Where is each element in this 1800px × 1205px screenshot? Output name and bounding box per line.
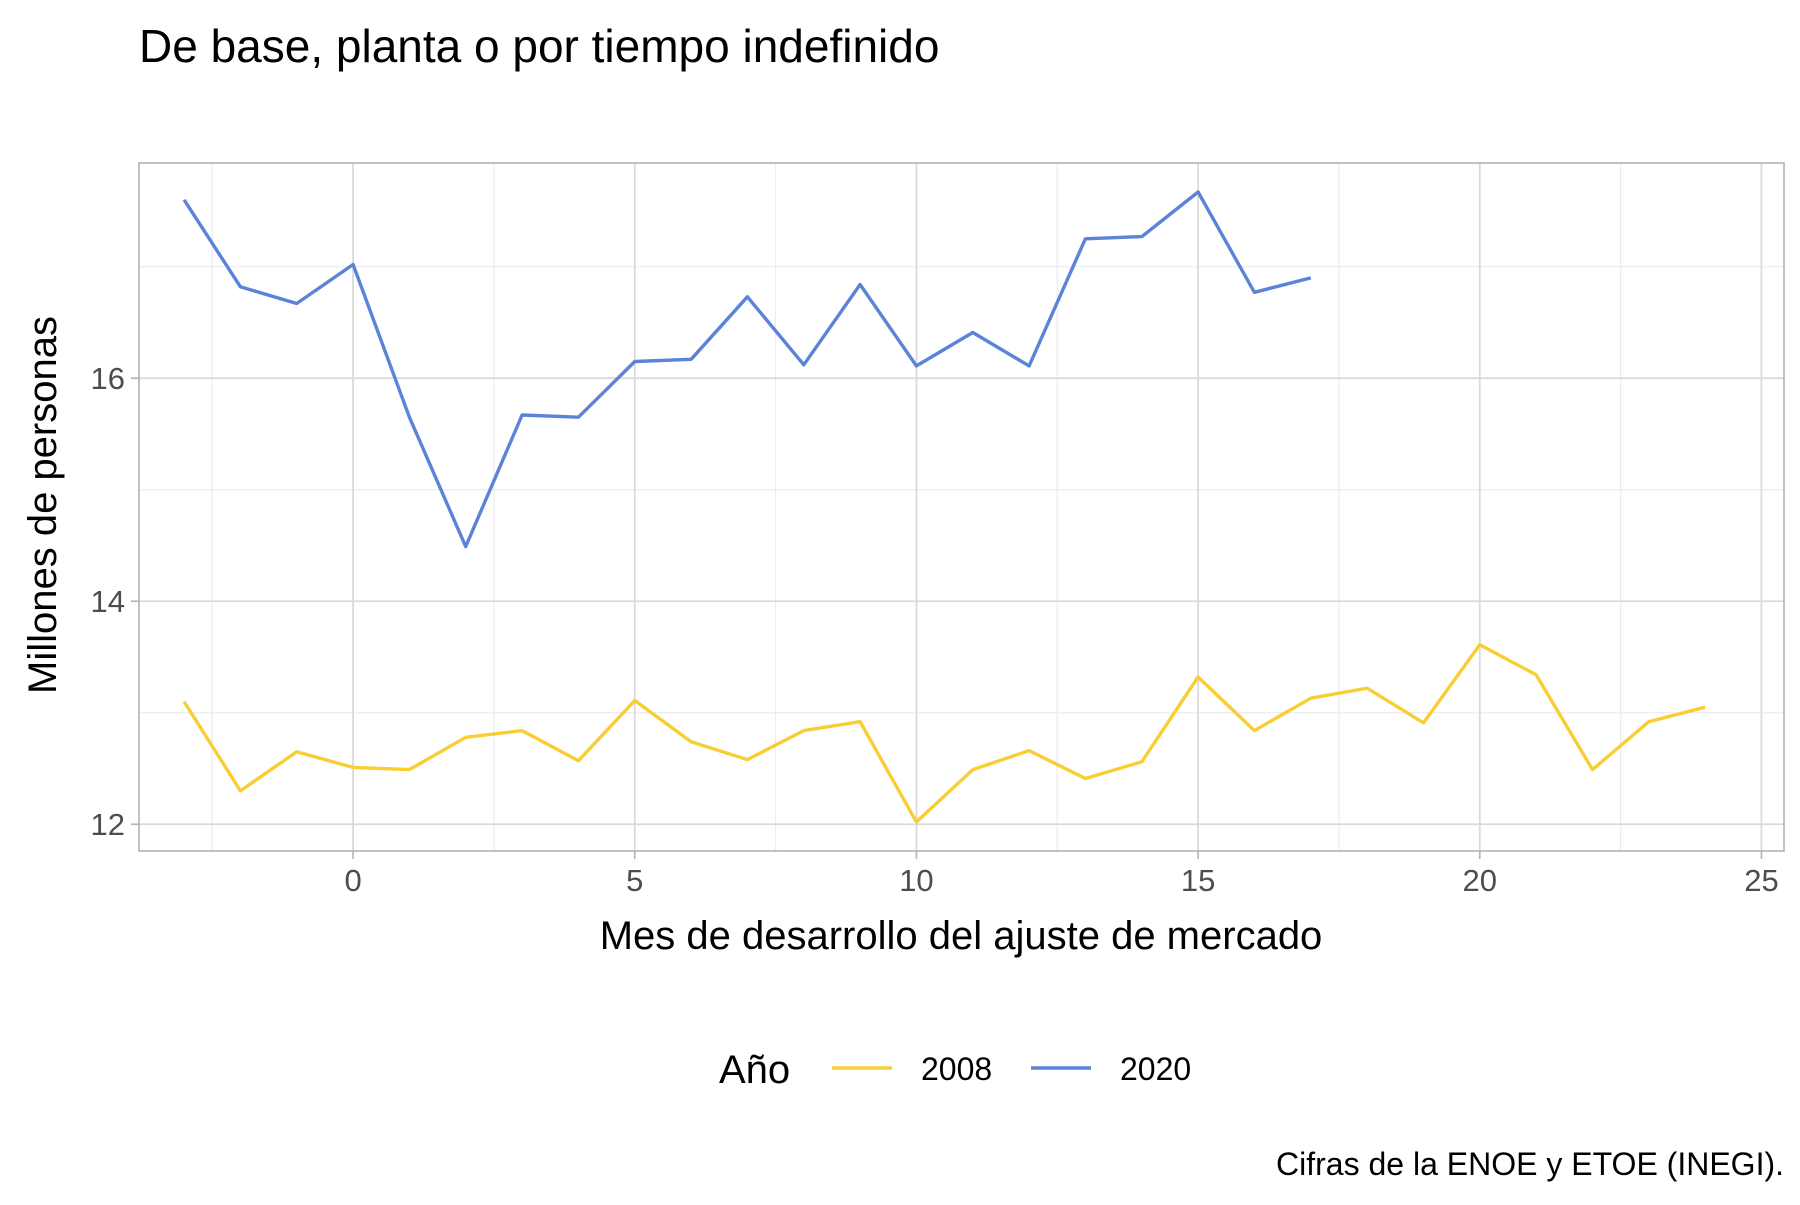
y-axis-ticks: 12 14 16	[91, 361, 139, 842]
plot-panel	[138, 162, 1785, 852]
series-group	[182, 190, 1706, 824]
legend-items: 2008 2020	[832, 1051, 1191, 1087]
x-tick-label: 25	[1744, 863, 1778, 898]
grid-major	[139, 163, 1784, 851]
x-tick-label: 20	[1463, 863, 1497, 898]
y-tick-label: 14	[91, 584, 125, 619]
grid-minor	[139, 163, 1784, 851]
series-line-2020	[182, 190, 1312, 549]
legend-label-2020: 2020	[1120, 1051, 1191, 1087]
x-tick-label: 5	[626, 863, 643, 898]
x-tick-label: 10	[899, 863, 933, 898]
series-line-2008	[182, 643, 1706, 824]
x-axis-ticks: 0 5 10 15 20 25	[344, 851, 1779, 898]
legend-title: Año	[719, 1048, 790, 1092]
y-axis-label: Millones de personas	[21, 316, 65, 694]
x-tick-label: 15	[1181, 863, 1215, 898]
y-tick-label: 16	[91, 361, 125, 396]
legend-label-2008: 2008	[921, 1051, 992, 1087]
chart-caption: Cifras de la ENOE y ETOE (INEGI).	[1276, 1146, 1784, 1182]
y-tick-label: 12	[91, 807, 125, 842]
x-axis-label: Mes de desarrollo del ajuste de mercado	[600, 914, 1323, 958]
x-tick-label: 0	[344, 863, 361, 898]
legend: Año 2008 2020	[719, 1048, 1191, 1092]
chart-title: De base, planta o por tiempo indefinido	[139, 20, 939, 72]
